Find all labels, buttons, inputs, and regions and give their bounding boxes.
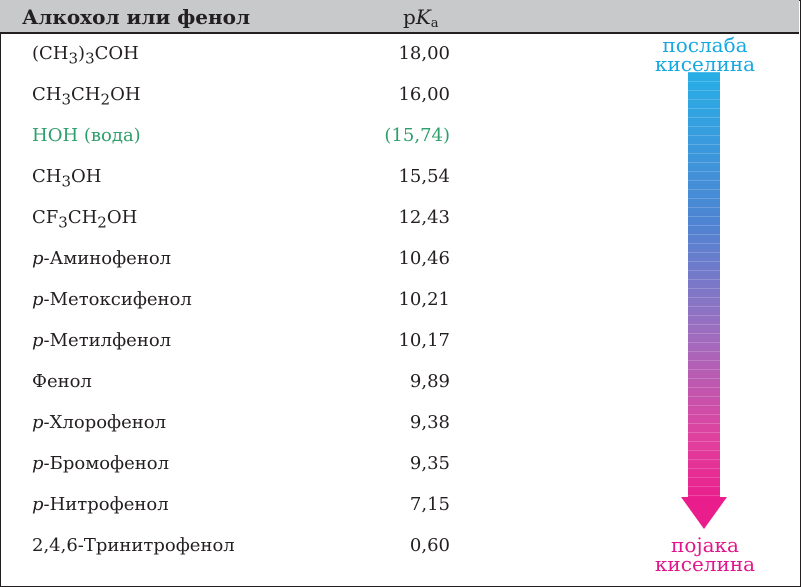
pka-value: 15,54 bbox=[398, 166, 450, 187]
table-row: p-Нитрофенол 7,15 bbox=[0, 484, 620, 525]
compound-name: CH3CH2OH bbox=[32, 84, 141, 109]
compound-name: HOH (вода) bbox=[32, 125, 141, 146]
acidity-gradient-arrow bbox=[680, 72, 730, 534]
table-row: Фенол 9,89 bbox=[0, 361, 620, 402]
compound-name: Фенол bbox=[32, 371, 92, 392]
table-row: 2,4,6-Тринитрофенол 0,60 bbox=[0, 525, 620, 566]
pka-value: 10,21 bbox=[398, 289, 450, 310]
compound-name: CF3CH2OH bbox=[32, 207, 138, 232]
compound-name: p-Нитрофенол bbox=[32, 494, 169, 515]
pka-value: 12,43 bbox=[398, 207, 450, 228]
pka-value: 9,35 bbox=[409, 453, 450, 474]
table-body: (CH3)3COH 18,00 CH3CH2OH 16,00 HOH (вода… bbox=[0, 33, 620, 566]
pka-value: 9,38 bbox=[409, 412, 450, 433]
table-row: CF3CH2OH 12,43 bbox=[0, 197, 620, 238]
compound-name: 2,4,6-Тринитрофенол bbox=[32, 535, 235, 556]
stronger-acid-label: појака киселина bbox=[654, 533, 756, 576]
table-row: p-Метилфенол 10,17 bbox=[0, 320, 620, 361]
table-row: p-Аминофенол 10,46 bbox=[0, 238, 620, 279]
table-header: Алкохол или фенол pKa bbox=[0, 0, 799, 34]
compound-name: p-Метоксифенол bbox=[32, 289, 192, 310]
compound-name: (CH3)3COH bbox=[32, 43, 139, 68]
table-row: CH3OH 15,54 bbox=[0, 156, 620, 197]
table-row: p-Метоксифенол 10,21 bbox=[0, 279, 620, 320]
pka-value: 7,15 bbox=[409, 494, 450, 515]
arrow-down-icon bbox=[681, 497, 727, 529]
pka-value: 16,00 bbox=[398, 84, 450, 105]
table-row: p-Хлорофенол 9,38 bbox=[0, 402, 620, 443]
arrow-shaft bbox=[688, 72, 720, 502]
compound-name: p-Бромофенол bbox=[32, 453, 170, 474]
pka-value: 0,60 bbox=[409, 535, 450, 556]
column-header-pka: pKa bbox=[403, 5, 439, 31]
compound-name: p-Хлорофенол bbox=[32, 412, 167, 433]
compound-name: CH3OH bbox=[32, 166, 102, 191]
pka-value: 10,46 bbox=[398, 248, 450, 269]
table-row: CH3CH2OH 16,00 bbox=[0, 74, 620, 115]
pka-value: (15,74) bbox=[384, 125, 450, 146]
table-row: p-Бромофенол 9,35 bbox=[0, 443, 620, 484]
compound-name: p-Метилфенол bbox=[32, 330, 172, 351]
pka-value: 18,00 bbox=[398, 43, 450, 64]
table-row-water: HOH (вода) (15,74) bbox=[0, 115, 620, 156]
table-row: (CH3)3COH 18,00 bbox=[0, 33, 620, 74]
compound-name: p-Аминофенол bbox=[32, 248, 172, 269]
pka-value: 10,17 bbox=[398, 330, 450, 351]
pka-value: 9,89 bbox=[409, 371, 450, 392]
column-header-compound: Алкохол или фенол bbox=[22, 5, 251, 29]
weaker-acid-label: послаба киселина bbox=[654, 33, 756, 76]
